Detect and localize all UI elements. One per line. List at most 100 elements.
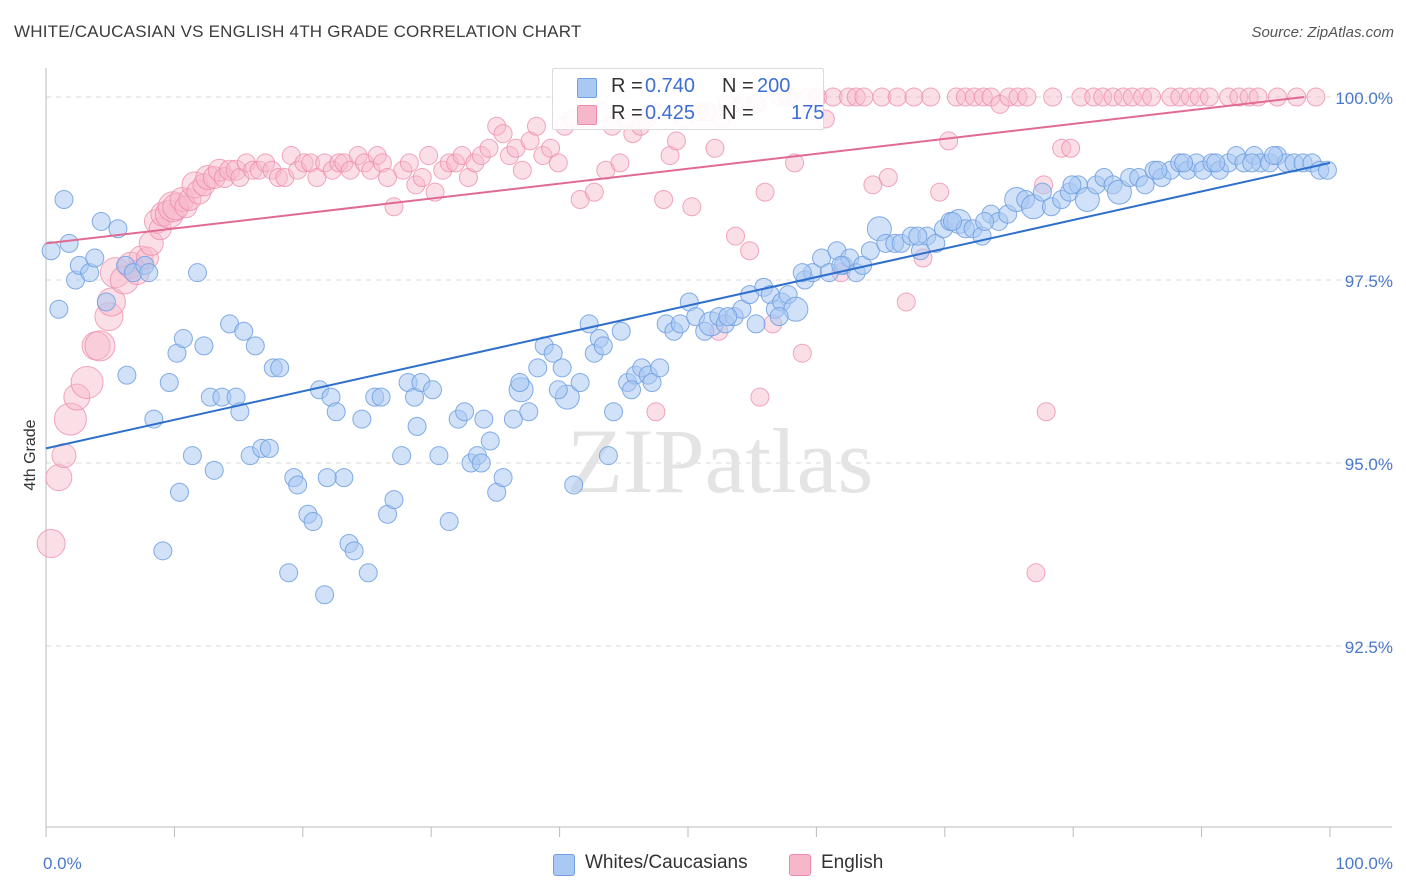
series-whites-points: [41, 146, 1337, 605]
english-point: [863, 175, 883, 195]
english-point: [162, 193, 190, 221]
whites-point: [519, 402, 539, 422]
trend-lines: [45, 96, 1331, 450]
whites-point: [259, 438, 279, 458]
y-tick-label: 100.0%: [1335, 89, 1393, 108]
english-point: [1229, 87, 1249, 107]
english-point: [939, 131, 959, 151]
whites-point: [548, 380, 568, 400]
whites-point: [943, 211, 963, 231]
whites-point: [1317, 160, 1337, 180]
n-label: N =: [722, 75, 754, 97]
english-point: [541, 138, 561, 158]
whites-point: [769, 307, 789, 327]
y-axis-label: 4th Grade: [22, 419, 39, 490]
english-point: [872, 87, 892, 107]
whites-point: [908, 226, 928, 246]
whites-point: [746, 314, 766, 334]
english-point: [479, 138, 499, 158]
whites-point: [543, 343, 563, 363]
english-point: [406, 175, 426, 195]
whites-point: [622, 380, 642, 400]
english-point: [548, 153, 568, 173]
n-value: 200: [757, 75, 791, 97]
english-point: [1103, 87, 1123, 107]
english-point: [1061, 138, 1081, 158]
whites-point: [303, 512, 323, 532]
whites-point: [1032, 182, 1052, 202]
whites-point: [1062, 175, 1082, 195]
n-value: 175: [791, 102, 825, 124]
whites-point: [792, 263, 812, 283]
grid-lines: [46, 96, 1392, 647]
english-point: [70, 365, 104, 399]
tick-labels: 92.5% 95.0% 97.5% 100.0% 0.0% 100.0%: [43, 89, 1393, 873]
english-point: [372, 153, 392, 173]
english-point: [750, 387, 770, 407]
watermark: ZIPatlas: [567, 410, 874, 512]
y-tick-label: 97.5%: [1345, 272, 1393, 291]
english-point: [412, 168, 432, 188]
english-point: [1093, 87, 1113, 107]
whites-point: [422, 380, 442, 400]
whites-point: [718, 307, 738, 327]
english-point: [465, 153, 485, 173]
whites-point: [234, 321, 254, 341]
english-point: [823, 87, 843, 107]
english-point: [878, 168, 898, 188]
whites-point: [510, 372, 530, 392]
english-point: [896, 292, 916, 312]
english-point: [219, 159, 241, 181]
english-point: [500, 146, 520, 166]
whites-point: [455, 402, 475, 422]
whites-point: [315, 585, 335, 605]
english-point: [654, 189, 674, 209]
english-point: [315, 153, 335, 173]
english-point: [904, 87, 924, 107]
english-point: [493, 124, 513, 144]
whites-point: [245, 336, 265, 356]
whites-point: [1206, 153, 1226, 173]
legend-label: Whites/Caucasians: [585, 852, 748, 873]
english-point: [1026, 563, 1046, 583]
english-point: [195, 165, 221, 191]
whites-point: [493, 468, 513, 488]
x-tick-label: 100.0%: [1335, 854, 1393, 873]
whites-point: [96, 292, 116, 312]
whites-point: [139, 263, 159, 283]
stats-legend: R = 0.740 N = 200 R = 0.425 N = 175: [552, 68, 824, 130]
whites-point: [860, 241, 880, 261]
english-point: [53, 402, 87, 436]
whites-point: [480, 431, 500, 451]
english-point: [610, 153, 630, 173]
english-point: [307, 168, 327, 188]
english-point: [1043, 87, 1063, 107]
whites-swatch: [577, 78, 597, 98]
r-value: 0.740: [645, 75, 696, 97]
whites-point: [91, 211, 111, 231]
english-point: [1199, 87, 1219, 107]
english-point: [84, 330, 116, 362]
n-label: N =: [722, 102, 754, 124]
whites-point: [429, 446, 449, 466]
english-point: [682, 197, 702, 217]
r-label: R =: [611, 75, 643, 97]
whites-point: [528, 358, 548, 378]
english-point: [1122, 87, 1142, 107]
whites-point: [570, 372, 590, 392]
english-point: [584, 182, 604, 202]
english-legend-swatch: [789, 854, 811, 876]
english-point: [471, 146, 491, 166]
whites-point: [611, 321, 631, 341]
english-point: [393, 160, 413, 180]
whites-point: [41, 241, 61, 261]
whites-point: [670, 314, 690, 334]
whites-point: [926, 233, 946, 253]
whites-point: [1174, 153, 1194, 173]
whites-point: [85, 248, 105, 268]
english-point: [726, 226, 746, 246]
whites-point: [1242, 153, 1262, 173]
english-point: [533, 146, 553, 166]
whites-point: [358, 563, 378, 583]
